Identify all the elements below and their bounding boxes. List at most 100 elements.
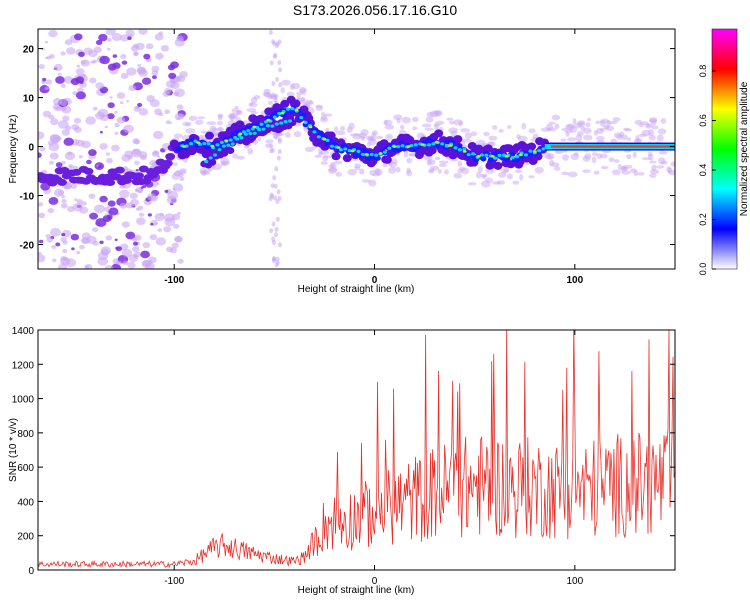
spectrogram-noise-blob xyxy=(277,39,282,45)
colorbar-tick-label: 0.2 xyxy=(698,213,708,226)
spectrogram-ridge-base xyxy=(527,142,537,151)
spectrogram-noise-blob xyxy=(153,130,164,140)
colorbar xyxy=(711,28,738,270)
spectrogram-noise-blob xyxy=(62,248,68,254)
spectrogram-halo-blob xyxy=(600,120,606,127)
spectrogram-ridge-core xyxy=(228,138,233,142)
spectrogram-halo-blob xyxy=(608,121,618,125)
spectrogram-noise-blob xyxy=(271,239,276,245)
spectrogram-halo-blob xyxy=(286,91,295,97)
spectrogram-ridge-core xyxy=(215,143,220,147)
spectrogram-ridge-core xyxy=(396,145,401,149)
spectrogram-halo-blob xyxy=(319,150,330,155)
spectrogram-noise-blob xyxy=(40,182,51,191)
spectrogram-halo-blob xyxy=(461,167,469,175)
spectrogram-halo-blob xyxy=(613,132,622,138)
spectrogram-ridge-core xyxy=(272,115,277,119)
spectrogram-noise-blob xyxy=(105,29,116,36)
spectrogram-halo-blob xyxy=(217,113,224,119)
spectrogram-noise-blob xyxy=(133,106,141,112)
spectrogram-ridge-core xyxy=(457,148,462,152)
spectrogram-ridge-base xyxy=(226,147,235,155)
spectrogram-ridge-core xyxy=(283,119,288,124)
spectrogram-ridge-mid xyxy=(365,155,372,161)
spectrogram-ridge-base xyxy=(434,129,444,138)
spectrogram-halo-blob xyxy=(437,169,442,174)
spectrogram-noise-blob xyxy=(57,120,69,129)
spectrogram-noise-blob xyxy=(131,237,138,242)
spectrogram-noise-blob xyxy=(138,108,149,116)
spectrogram-noise-blob xyxy=(152,150,159,156)
spectrogram-halo-blob xyxy=(424,127,434,131)
spectrogram-halo-blob xyxy=(195,119,204,125)
spectrogram-halo-blob xyxy=(324,113,333,117)
spectrogram-halo-blob xyxy=(368,138,377,146)
spectrogram-noise-blob xyxy=(78,155,83,159)
spectrogram-noise-blob xyxy=(97,108,109,118)
spectrogram-noise-blob xyxy=(48,197,59,205)
spectrogram-ridge-core xyxy=(217,148,222,152)
spectrogram-ridge-core xyxy=(466,153,471,157)
spectrogram-noise-blob xyxy=(46,55,52,60)
spectrogram-halo-blob xyxy=(438,160,449,164)
snr-ylabel: SNR (10 * v/v) xyxy=(8,418,19,482)
spectrogram-ridge-core xyxy=(243,132,248,136)
x-tick-label: -100 xyxy=(164,275,184,286)
spectrogram-noise-blob xyxy=(125,231,136,240)
spectrogram-noise-blob xyxy=(168,72,177,80)
spectrogram-noise-blob xyxy=(167,190,179,200)
spectrogram-noise-blob xyxy=(109,96,113,99)
spectrogram-ridge-core xyxy=(246,129,251,133)
spectrogram-halo-blob xyxy=(521,122,526,130)
spectrogram-noise-blob xyxy=(51,245,57,249)
spectrogram-ridge-base xyxy=(291,99,301,108)
spectrogram-ridge-peak xyxy=(350,149,355,153)
spectrogram-noise-blob xyxy=(112,54,118,58)
spectrogram-halo-blob xyxy=(383,119,388,126)
spectrogram-halo-blob xyxy=(525,161,530,166)
spectrogram-halo-blob xyxy=(660,118,667,124)
spectrogram-ridge-core xyxy=(287,119,292,123)
spectrogram-ridge-mid xyxy=(514,156,521,162)
spectrogram-halo-blob xyxy=(257,135,262,142)
spectrogram-noise-blob xyxy=(115,246,119,250)
spectrogram-halo-blob xyxy=(585,122,591,128)
spectrogram-ridge-core xyxy=(338,148,343,152)
spectrogram-noise-blob xyxy=(276,189,281,195)
spectrogram-halo-blob xyxy=(572,118,577,125)
colorbar-tick-label: 0.8 xyxy=(698,65,708,78)
spectrogram-halo-blob xyxy=(544,155,553,160)
spectrogram-halo-blob xyxy=(262,91,272,97)
spectrogram-halo-blob xyxy=(507,125,512,129)
spectrogram-halo-blob xyxy=(406,170,413,177)
spectrogram-noise-blob xyxy=(121,248,133,258)
spectrogram-halo-blob xyxy=(644,123,653,129)
spectrogram-halo-blob xyxy=(457,168,464,174)
spectrogram-halo-blob xyxy=(333,160,343,165)
spectrogram-noise-blob xyxy=(75,91,86,100)
spectrogram-ridge-base xyxy=(382,155,392,164)
spectrogram-ridge-core xyxy=(413,143,418,147)
spectrogram-noise-blob xyxy=(63,137,74,146)
spectrogram-frame xyxy=(37,28,676,270)
spectrogram-ridge-mid xyxy=(480,156,487,162)
spectrogram-noise-blob xyxy=(92,227,99,233)
spectrogram-noise-blob xyxy=(275,77,280,83)
spectrogram-noise-blob xyxy=(107,38,112,42)
spectrogram-noise-blob xyxy=(85,116,96,125)
spectrogram-noise-blob xyxy=(128,84,137,92)
spectrogram-halo-blob xyxy=(199,168,207,173)
spectrogram-noise-blob xyxy=(179,71,188,78)
spectrogram-ridge-core xyxy=(523,153,528,157)
x-tick-label: 100 xyxy=(566,275,583,286)
spectrogram-halo-blob xyxy=(583,134,593,141)
spectrogram-halo-blob xyxy=(340,126,346,131)
spectrogram-noise-blob xyxy=(135,169,139,172)
spectrogram-ridge-core xyxy=(479,153,484,157)
spectrogram-noise-blob xyxy=(86,235,97,244)
snr-xlabel: Height of straight line (km) xyxy=(298,585,415,596)
spectrogram-ridge-mid xyxy=(396,147,403,153)
spectrogram-noise-blob xyxy=(164,217,176,227)
spectrogram-ridge-core xyxy=(193,139,198,143)
spectrogram-halo-blob xyxy=(371,130,378,136)
